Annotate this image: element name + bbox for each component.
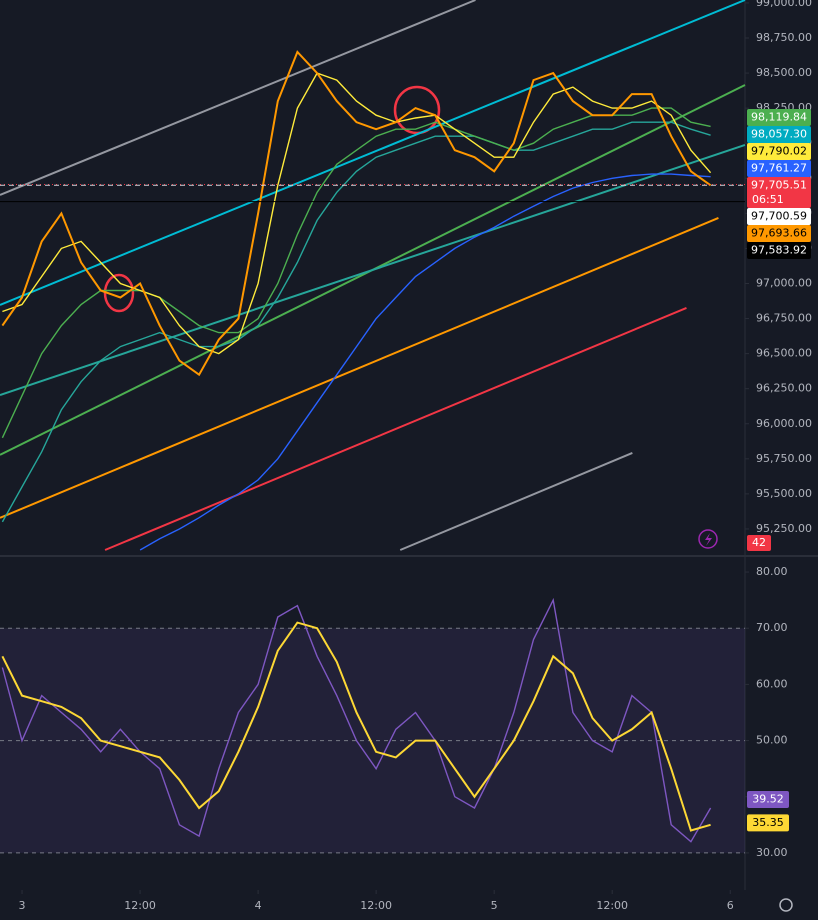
y-tick-label: 60.00: [756, 677, 788, 690]
y-tick-label: 95,250.00: [756, 522, 812, 535]
price-badge-label: 97,761.27: [751, 162, 807, 175]
y-tick-label: 96,250.00: [756, 382, 812, 395]
price-badge: [747, 109, 811, 126]
series-line: [139, 173, 711, 551]
x-tick-label: 6: [727, 899, 734, 912]
price-badge-label: 98,119.84: [751, 111, 807, 124]
y-tick-label: 99,000.00: [756, 0, 812, 9]
y-tick-label: 80.00: [756, 565, 788, 578]
price-badge-label: 97,700.59: [751, 210, 807, 223]
series-line: [1, 597, 712, 843]
series-line: [1, 50, 712, 377]
price-badge: [747, 160, 811, 177]
x-tick-label: 4: [255, 899, 262, 912]
y-tick-label: 96,500.00: [756, 347, 812, 360]
price-badge-label: 97,583.92: [751, 244, 807, 257]
value-badge: [747, 814, 789, 832]
settings-icon[interactable]: [779, 898, 793, 912]
y-tick-label: 96,000.00: [756, 417, 812, 430]
countdown: 06:51: [752, 193, 784, 206]
x-tick-label: 12:00: [596, 899, 628, 912]
y-tick-label: 70.00: [756, 621, 788, 634]
volume-badge: [747, 535, 771, 551]
y-tick-label: 98,750.00: [756, 31, 812, 44]
price-badge: [747, 143, 811, 160]
price-badge-label: 97,790.02: [751, 145, 807, 158]
y-tick-label: 98,500.00: [756, 66, 812, 79]
price-badge: [747, 208, 811, 225]
x-tick-label: 5: [491, 899, 498, 912]
trendline: [0, 0, 746, 306]
price-badge: [747, 242, 811, 259]
trendline: [0, 0, 476, 196]
y-tick-label: 30.00: [756, 846, 788, 859]
alert-bolt: [705, 533, 712, 546]
series-line: [1, 121, 711, 523]
value-badge: [747, 790, 789, 808]
x-tick-label: 3: [19, 899, 26, 912]
price-badge: [747, 126, 811, 143]
x-tick-label: 12:00: [360, 899, 392, 912]
trendline: [104, 306, 687, 551]
trendline: [399, 452, 633, 551]
y-tick-label: 96,750.00: [756, 312, 812, 325]
price-badge: [747, 177, 811, 208]
y-tick-label: 95,750.00: [756, 452, 812, 465]
y-tick-label: 50.00: [756, 734, 788, 747]
alert-icon[interactable]: [698, 529, 718, 549]
y-tick-label: 95,500.00: [756, 487, 812, 500]
series-line: [1, 621, 711, 832]
annotation-circle: [393, 85, 441, 135]
price-badge-label: 97,705.51: [751, 179, 807, 192]
trendline: [0, 143, 746, 396]
price-badge-label: 98,057.30: [751, 128, 807, 141]
rsi-band: [0, 628, 745, 853]
series-line: [2, 72, 712, 355]
value-badge-label: 39.52: [752, 792, 784, 805]
price-badge-label: 97,693.66: [751, 227, 807, 240]
value-badge-label: 35.35: [752, 816, 784, 829]
price-badge: [747, 225, 811, 242]
trendline: [0, 217, 719, 519]
y-tick-label: 97,000.00: [756, 276, 812, 289]
volume-label: 42: [752, 536, 766, 549]
x-tick-label: 12:00: [124, 899, 156, 912]
